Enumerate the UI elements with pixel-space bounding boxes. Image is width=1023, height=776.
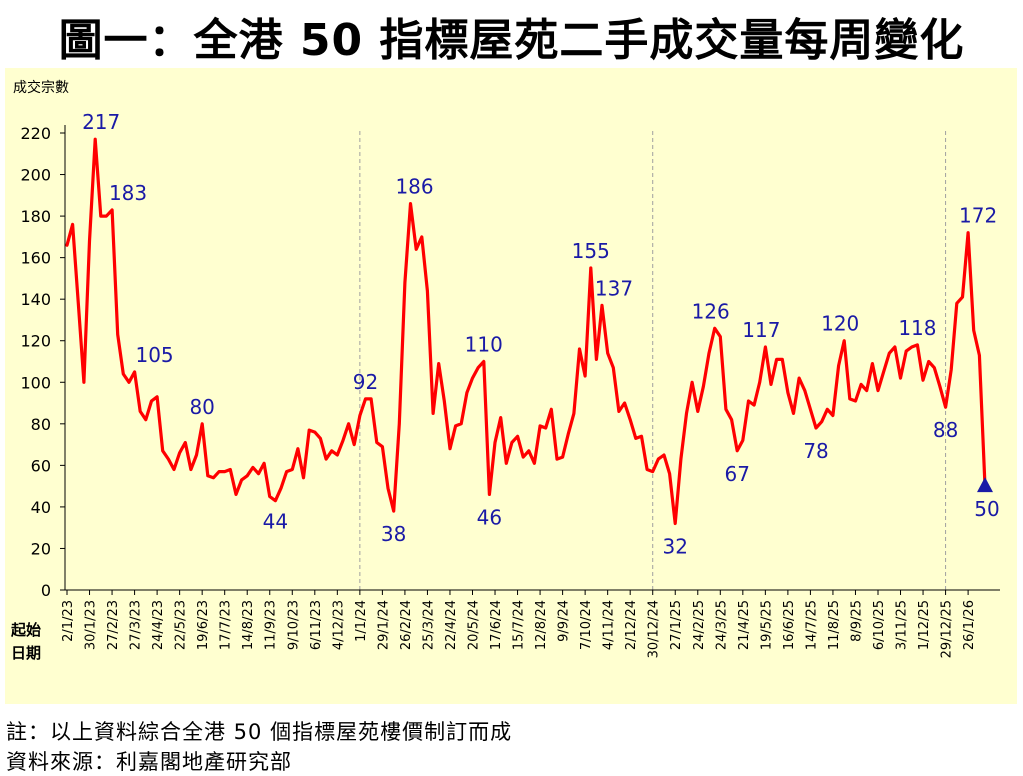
y-tick-label: 0 xyxy=(41,581,51,600)
data-label: 105 xyxy=(135,343,173,367)
x-tick-label: 30/1/23 xyxy=(84,600,99,650)
x-tick-label: 15/7/24 xyxy=(512,600,527,650)
x-tick-label: 16/6/25 xyxy=(782,600,797,650)
x-tick-label: 22/4/24 xyxy=(444,600,459,650)
x-tick-label: 14/7/25 xyxy=(804,600,819,650)
data-label: 118 xyxy=(898,316,936,340)
data-label: 137 xyxy=(595,276,633,300)
x-tick-label: 29/1/24 xyxy=(376,600,391,650)
data-label: 46 xyxy=(477,505,502,529)
y-tick-label: 220 xyxy=(20,124,51,143)
x-tick-label: 4/11/24 xyxy=(602,600,617,650)
last-point-triangle-marker xyxy=(977,477,993,493)
weekly-transactions-line-chart: 成交宗數 起始 日期 0 20 40 60 80 100 120 140 160 180 200 22… xyxy=(10,79,1000,662)
x-tick-label: 19/5/25 xyxy=(759,600,774,650)
data-label: 120 xyxy=(821,312,859,336)
y-tick-label: 140 xyxy=(20,290,51,309)
x-axis-label-line-1: 起始 xyxy=(10,621,41,639)
chart-panel: 成交宗數 起始 日期 0 20 40 60 80 100 120 140 160 180 200 22… xyxy=(5,68,1017,704)
data-label: 110 xyxy=(465,333,503,357)
x-tick-label: 26/2/24 xyxy=(399,600,414,650)
data-label: 92 xyxy=(353,370,378,394)
data-label: 67 xyxy=(724,462,749,486)
data-label: 32 xyxy=(663,535,688,559)
axes: 成交宗數 起始 日期 xyxy=(10,79,1000,662)
data-label: 155 xyxy=(572,239,610,263)
data-label: 117 xyxy=(742,318,780,342)
x-tick-label: 9/9/24 xyxy=(557,600,572,642)
x-tick-label: 8/9/25 xyxy=(849,600,864,642)
x-tick-label: 17/7/23 xyxy=(219,600,234,650)
y-tick-label: 160 xyxy=(20,249,51,268)
page-title: 圖一：全港 50 指標屋苑二手成交量每周變化 xyxy=(58,15,965,66)
x-tick-label: 30/12/24 xyxy=(647,600,662,658)
data-label: 80 xyxy=(189,395,214,419)
year-dividers xyxy=(359,131,947,590)
data-label: 78 xyxy=(803,439,828,463)
x-tick-label: 6/11/23 xyxy=(309,600,324,650)
x-axis-label-line-2: 日期 xyxy=(11,644,41,662)
x-tick-label: 2/12/24 xyxy=(624,600,639,650)
data-label: 183 xyxy=(109,181,147,205)
x-tick-label: 11/9/23 xyxy=(264,600,279,650)
footnote: 註：以上資料綜合全港 50 個指標屋苑樓價制訂而成 xyxy=(6,720,513,744)
x-tick-label: 27/2/23 xyxy=(106,600,121,650)
data-label: 126 xyxy=(692,299,730,323)
data-label: 172 xyxy=(959,204,997,228)
x-tick-label: 6/10/25 xyxy=(872,600,887,650)
x-tick-label: 25/3/24 xyxy=(421,600,436,650)
x-tick-label: 2/1/23 xyxy=(61,600,76,642)
x-tick-label: 26/1/26 xyxy=(962,600,977,650)
y-axis-label: 成交宗數 xyxy=(13,79,69,96)
x-tick-label: 4/12/23 xyxy=(331,600,346,650)
y-tick-label: 180 xyxy=(20,207,51,226)
x-tick-labels: 2/1/23 30/1/23 27/2/23 27/3/23 24/4/23 22/5/2… xyxy=(61,590,977,658)
x-tick-label: 22/5/23 xyxy=(174,600,189,650)
y-tick-label: 40 xyxy=(31,498,51,517)
data-label: 50 xyxy=(974,497,999,521)
data-label: 217 xyxy=(82,110,120,134)
data-label: 44 xyxy=(263,510,288,534)
source-note: 資料來源：利嘉閣地產研究部 xyxy=(6,750,292,774)
x-tick-label: 24/3/25 xyxy=(714,600,729,650)
y-tick-label: 200 xyxy=(20,166,51,185)
x-tick-label: 29/12/25 xyxy=(940,600,955,658)
x-tick-label: 9/10/23 xyxy=(286,600,301,650)
x-tick-label: 19/6/23 xyxy=(196,600,211,650)
x-tick-label: 21/4/25 xyxy=(737,600,752,650)
y-tick-label: 20 xyxy=(31,539,51,558)
series-line xyxy=(65,137,987,526)
x-tick-label: 27/3/23 xyxy=(129,600,144,650)
x-tick-label: 1/1/24 xyxy=(354,600,369,642)
data-label: 38 xyxy=(381,522,406,546)
x-tick-label: 20/5/24 xyxy=(466,600,481,650)
y-tick-label: 60 xyxy=(31,456,51,475)
x-tick-label: 7/10/24 xyxy=(579,600,594,650)
x-tick-label: 3/11/25 xyxy=(895,600,910,650)
x-tick-label: 27/1/25 xyxy=(669,600,684,650)
y-tick-labels: 0 20 40 60 80 100 120 140 160 180 200 220 xyxy=(20,124,65,600)
x-tick-label: 11/8/25 xyxy=(827,600,842,650)
x-tick-label: 1/12/25 xyxy=(917,600,932,650)
y-tick-label: 120 xyxy=(20,332,51,351)
y-tick-label: 100 xyxy=(20,373,51,392)
data-label: 88 xyxy=(933,418,958,442)
x-tick-label: 17/6/24 xyxy=(489,600,504,650)
x-tick-label: 14/8/23 xyxy=(241,600,256,650)
y-tick-label: 80 xyxy=(31,415,51,434)
x-tick-label: 12/8/24 xyxy=(534,600,549,650)
x-tick-label: 24/4/23 xyxy=(151,600,166,650)
data-label: 186 xyxy=(395,175,433,199)
x-tick-label: 24/2/25 xyxy=(692,600,707,650)
data-labels: 217 183 105 80 44 92 38 186 110 46 155 137 32 126 67 11… xyxy=(82,110,1000,558)
